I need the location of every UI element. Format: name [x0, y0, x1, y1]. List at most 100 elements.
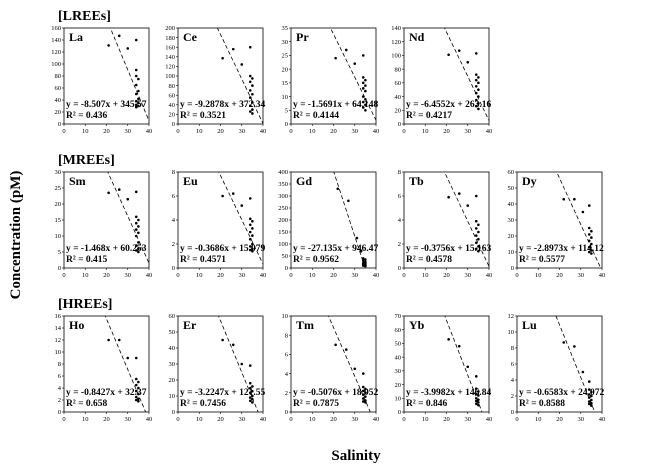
yb-data-point: [477, 390, 480, 393]
la-data-point: [134, 99, 138, 103]
la-equation: y = -8.507x + 345.57: [66, 100, 147, 110]
gd-element-label: Gd: [296, 174, 312, 188]
pr-x-tick-label: 30: [352, 128, 359, 135]
tm-y-tick-label: 4: [285, 371, 289, 378]
la-y-tick-label: 40: [55, 97, 62, 104]
tb-data-point: [474, 219, 478, 223]
ce-y-tick-label: 60: [169, 92, 176, 99]
er-data-point: [248, 391, 252, 395]
dy-data-point: [590, 229, 593, 233]
dy-y-tick-label: 0: [511, 265, 514, 272]
pr-data-point: [353, 62, 357, 65]
eu-data-point: [251, 219, 254, 223]
dy-data-point: [590, 249, 593, 252]
dy-data-point: [562, 197, 566, 201]
nd-data-point: [477, 88, 480, 92]
nd-r-squared: R² = 0.4217: [406, 111, 452, 121]
gd-x-tick-label: 10: [309, 272, 316, 279]
lu-data-point: [587, 393, 591, 396]
tb-data-point: [474, 194, 478, 198]
eu-data-point: [248, 245, 252, 248]
ho-y-tick-label: 10: [55, 349, 62, 356]
er-data-point: [251, 397, 254, 401]
sm-data-point: [137, 218, 140, 222]
yb-data-point: [457, 344, 461, 348]
sm-data-point: [134, 234, 138, 238]
la-trend-line: [109, 28, 149, 121]
dy-element-label: Dy: [522, 174, 537, 188]
nd-y-tick-label: 100: [391, 53, 401, 60]
yb-y-tick-label: 60: [395, 327, 402, 334]
la-data-point: [137, 101, 140, 105]
lu-y-tick-label: 10: [508, 329, 515, 336]
pr-y-tick-label: 25: [282, 53, 289, 60]
panel-pr: 0 5 10 15 20 25 30 35 0 10 20 30 40 Pr y = -1.5691x + …: [282, 25, 380, 135]
ho-x-tick-label: 0: [62, 416, 65, 423]
ce-trend-line: [216, 28, 263, 124]
sm-data-point: [137, 225, 140, 228]
gd-x-tick-label: 30: [352, 272, 359, 279]
pr-x-tick-label: 40: [373, 128, 380, 135]
la-data-point: [134, 105, 138, 109]
yb-data-point: [474, 387, 478, 390]
sm-data-point: [134, 221, 138, 225]
tm-x-tick-label: 0: [289, 416, 292, 423]
tm-data-point: [364, 387, 367, 391]
dy-data-point: [587, 204, 591, 207]
gd-y-tick-label: 350: [278, 181, 288, 188]
tm-data-point: [334, 343, 337, 347]
yb-x-tick-label: 40: [486, 416, 493, 423]
tm-y-tick-label: 10: [282, 313, 289, 320]
nd-y-tick-label: 60: [395, 80, 402, 87]
yb-data-point: [477, 398, 480, 401]
nd-data-point: [474, 78, 478, 82]
tb-y-tick-label: 0: [398, 265, 401, 272]
ho-data-point: [134, 395, 138, 399]
x-axis-label: Salinity: [331, 448, 381, 464]
nd-y-tick-label: 20: [395, 107, 402, 114]
dy-data-point: [587, 250, 591, 254]
lu-data-point: [573, 345, 576, 348]
ho-data-point: [134, 389, 138, 393]
eu-x-tick-label: 10: [196, 272, 203, 279]
ho-x-tick-label: 10: [82, 416, 89, 423]
pr-data-point: [364, 103, 367, 107]
pr-data-point: [361, 100, 365, 104]
tb-element-label: Tb: [409, 174, 424, 188]
lu-data-point: [590, 401, 593, 405]
er-x-tick-label: 20: [217, 416, 224, 423]
la-x-tick-label: 10: [82, 128, 89, 135]
gd-x-tick-label: 40: [373, 272, 380, 279]
lu-data-point: [590, 390, 593, 394]
sm-data-point: [134, 244, 138, 247]
er-x-tick-label: 30: [239, 416, 246, 423]
eu-equation: y = -0.3686x + 15.079: [180, 244, 265, 254]
er-x-tick-label: 0: [176, 416, 179, 423]
eu-data-point: [231, 192, 235, 195]
ce-y-tick-label: 100: [165, 73, 175, 80]
sm-r-squared: R² = 0.415: [66, 255, 107, 265]
lu-x-tick-label: 10: [535, 416, 542, 423]
gd-data-point: [361, 259, 365, 263]
er-r-squared: R² = 0.7456: [180, 399, 226, 409]
nd-element-label: Nd: [409, 30, 425, 44]
tm-data-point: [361, 393, 365, 397]
tb-x-tick-label: 20: [443, 272, 450, 279]
nd-x-tick-label: 30: [465, 128, 472, 135]
ce-x-tick-label: 0: [176, 128, 179, 135]
ho-y-tick-label: 8: [58, 361, 61, 368]
pr-data-point: [361, 81, 365, 85]
ce-x-tick-label: 20: [217, 128, 224, 135]
yb-y-tick-label: 30: [395, 368, 402, 375]
ho-element-label: Ho: [69, 318, 84, 332]
ho-data-point: [134, 356, 138, 360]
dy-y-tick-label: 30: [508, 217, 515, 224]
lu-y-tick-label: 6: [511, 361, 515, 368]
lu-data-point: [590, 394, 593, 398]
sm-data-point: [117, 188, 121, 191]
er-y-tick-label: 20: [169, 377, 176, 384]
ce-data-point: [240, 63, 244, 66]
ho-trend-line: [104, 316, 147, 412]
lu-y-tick-label: 12: [508, 313, 515, 320]
gd-y-tick-label: 100: [278, 241, 288, 248]
